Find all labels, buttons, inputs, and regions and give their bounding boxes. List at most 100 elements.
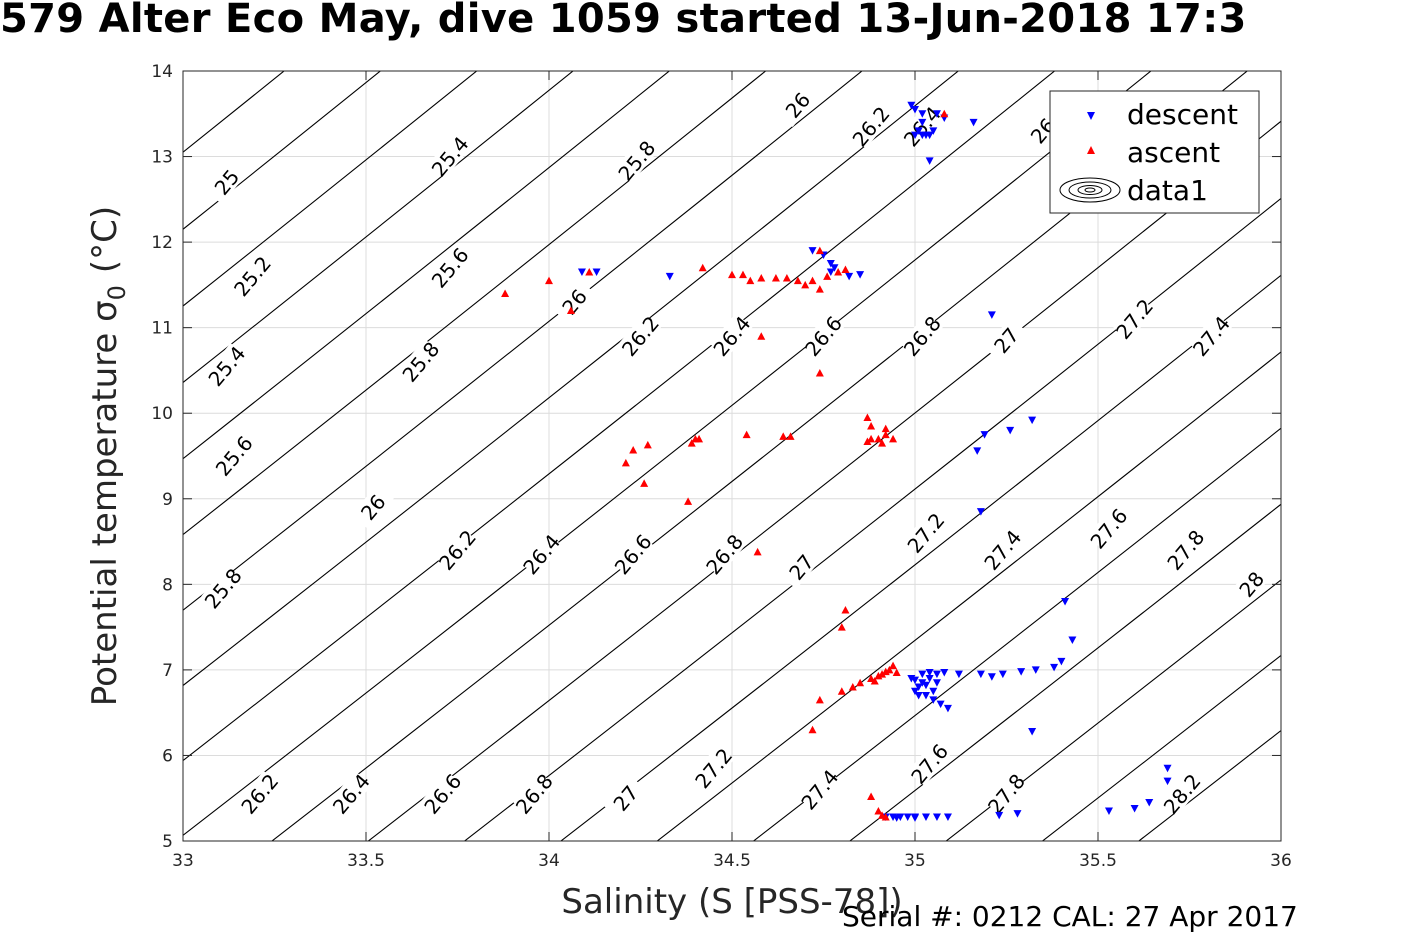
contour-label-bg (1229, 561, 1273, 607)
descent-point (1017, 668, 1026, 676)
descent-point (932, 813, 941, 822)
contour-label-bg (204, 343, 248, 388)
ascent-point (841, 606, 850, 614)
descent-point (925, 668, 934, 677)
descent-point (1061, 597, 1070, 606)
ascent-point (815, 695, 824, 704)
ascent-point (742, 430, 751, 439)
x-tick-label: 36 (1270, 851, 1292, 871)
isopycnal-line (183, 71, 478, 307)
isopycnal-line (183, 71, 767, 536)
isopycnal-line (848, 503, 1281, 841)
descent-point (1130, 804, 1139, 813)
legend-ascent-label: ascent (1127, 136, 1220, 169)
ascent-point (881, 813, 890, 821)
descent-point (830, 264, 839, 272)
contour-label-bg (1163, 527, 1207, 572)
x-tick-label: 35 (904, 851, 926, 871)
descent-point (1050, 663, 1059, 672)
descent-point (998, 670, 1007, 679)
y-tick-label: 11 (151, 319, 173, 339)
x-tick-label: 34 (538, 851, 560, 871)
contour-label-bg (435, 527, 479, 572)
descent-point (914, 692, 923, 700)
ascent-point (687, 439, 696, 447)
ascent-point (878, 439, 887, 447)
contour-label-bg (903, 509, 947, 555)
x-tick-label: 35.5 (1079, 851, 1117, 871)
ascent-point (885, 665, 894, 674)
descent-point (943, 704, 952, 713)
ascent-point (801, 280, 810, 289)
ascent-point (695, 434, 704, 443)
ascent-point (856, 678, 865, 687)
ascent-point (867, 434, 876, 443)
contour-label-bg (204, 159, 248, 204)
descent-point (914, 683, 923, 691)
descent-point (1163, 777, 1172, 786)
isopycnal-line (183, 71, 574, 384)
ascent-point (738, 270, 747, 279)
descent-point (911, 814, 919, 822)
descent-point (943, 813, 952, 822)
y-tick-label: 14 (151, 62, 173, 82)
ascent-point (841, 265, 850, 273)
ascent-point (629, 446, 638, 454)
contour-label-bg (351, 484, 394, 530)
ascent-point (823, 272, 832, 280)
y-tick-label: 13 (151, 148, 173, 168)
ascent-point (874, 807, 883, 815)
ascent-point (815, 246, 824, 255)
contour-label-bg (900, 313, 943, 358)
ascent-point (545, 276, 553, 285)
y-tick-label: 10 (151, 404, 173, 424)
axis-ticks: 33 33.5 34 34.5 35 35.5 36 5 6 7 8 9 10 11 12 13 14 (151, 62, 1291, 871)
isopycnal-line (1137, 729, 1281, 841)
ascent-point (815, 369, 824, 377)
x-tick-label: 33 (172, 851, 194, 871)
contour-label-bg (801, 313, 845, 358)
descent-point (826, 260, 835, 268)
isopycnal-line (183, 71, 960, 687)
descent-point (932, 110, 941, 118)
ascent-point (878, 670, 887, 678)
contour-label-bg (420, 770, 464, 816)
contour-label-bg (1189, 313, 1232, 358)
descent-point (925, 157, 934, 165)
contour-label-bg (984, 317, 1028, 363)
descent-point (976, 670, 985, 679)
descent-point (808, 247, 817, 255)
ascent-point (757, 274, 766, 282)
legend-descent-marker (1087, 112, 1095, 120)
ascent-point (940, 109, 949, 118)
y-tick-label: 8 (162, 575, 173, 595)
descent-point (892, 814, 901, 822)
y-tick-label: 9 (162, 490, 173, 510)
contour-label-bg (519, 531, 563, 577)
ascent-point (808, 725, 817, 734)
descent-point (914, 127, 923, 135)
descent-point (1028, 416, 1037, 425)
descent-point (921, 692, 930, 700)
descent-point (577, 268, 586, 277)
descent-point (929, 127, 938, 135)
descent-point (1031, 666, 1040, 674)
contour-label-bg (797, 766, 841, 812)
ascent-point (684, 497, 693, 505)
ascent-point (881, 424, 890, 433)
descent-point (954, 670, 963, 679)
descent-point (995, 811, 1004, 820)
descent-point (911, 106, 919, 114)
ascent-point (834, 268, 843, 276)
ascent-point (867, 422, 876, 430)
legend-data1-label: data1 (1127, 174, 1208, 207)
descent-point (921, 813, 930, 822)
ascent-point (874, 434, 883, 443)
descent-point (1006, 426, 1015, 435)
contour-label-bg (702, 531, 746, 577)
descent-point (918, 110, 927, 118)
contour-label-bg (512, 770, 555, 816)
descent-point (976, 508, 985, 516)
contour-label-bg (428, 244, 471, 290)
